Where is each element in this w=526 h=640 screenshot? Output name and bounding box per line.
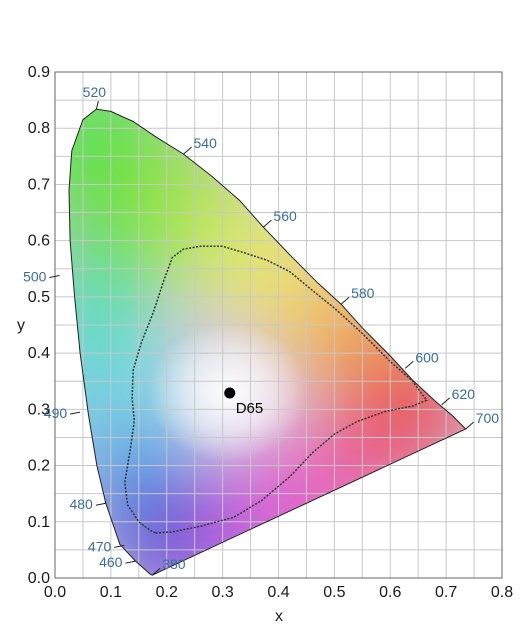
- wavelength-label: 470: [88, 538, 112, 554]
- wavelength-tick: [465, 421, 475, 430]
- y-tick-label: 0.3: [28, 401, 50, 418]
- x-tick-label: 0.7: [435, 584, 457, 601]
- x-tick-label: 0.6: [379, 584, 401, 601]
- white-point-label: D65: [236, 400, 264, 417]
- wavelength-label: 540: [194, 135, 218, 151]
- wavelength-label: 480: [69, 496, 93, 512]
- x-tick-label: 0.0: [44, 584, 66, 601]
- y-tick-label: 0.1: [28, 514, 50, 531]
- y-axis-label: y: [17, 317, 25, 334]
- wavelength-tick: [95, 502, 106, 506]
- y-tick-label: 0.8: [28, 120, 50, 137]
- wavelength-label: 490: [44, 405, 68, 421]
- gamut-boundary-line: [124, 245, 428, 534]
- x-tick-label: 0.1: [100, 584, 122, 601]
- x-tick-label: 0.8: [491, 584, 513, 601]
- y-tick-label: 0.6: [28, 233, 50, 250]
- y-tick-label: 0.7: [28, 176, 50, 193]
- wavelength-tick: [95, 100, 99, 110]
- y-tick-label: 0.9: [28, 64, 50, 81]
- x-tick-label: 0.3: [212, 584, 234, 601]
- wavelength-tick: [263, 219, 272, 228]
- x-tick-label: 0.4: [267, 584, 289, 601]
- wavelength-tick: [125, 560, 136, 564]
- y-tick-label: 0.5: [28, 289, 50, 306]
- y-tick-label: 0.2: [28, 458, 50, 475]
- x-tick-labels: 0.0 0.1 0.2 0.3 0.4 0.5 0.6 0.7 0.8: [44, 584, 513, 601]
- wavelength-tick: [405, 360, 414, 369]
- white-point-marker: [224, 387, 236, 399]
- spectral-locus-line: [68, 108, 467, 576]
- x-tick-label: 0.2: [156, 584, 178, 601]
- wavelength-tick: [114, 544, 125, 548]
- wavelength-label: 380: [162, 556, 186, 572]
- wavelength-label: 460: [99, 554, 123, 570]
- wavelength-tick: [340, 296, 350, 305]
- wavelength-label: 520: [83, 84, 107, 100]
- y-tick-label: 0.4: [28, 345, 50, 362]
- x-axis-label: x: [275, 608, 283, 625]
- wavelength-label: 560: [273, 208, 297, 224]
- y-tick-label: 0.0: [28, 570, 50, 587]
- wavelength-tick: [49, 275, 60, 279]
- y-tick-labels: 0.0 0.1 0.2 0.3 0.4 0.5 0.6 0.7 0.8 0.9: [28, 64, 50, 587]
- wavelength-tick: [183, 146, 192, 155]
- wavelength-tick: [70, 411, 81, 415]
- wavelength-tick: [441, 397, 450, 406]
- wavelength-label: 580: [351, 285, 375, 301]
- plot-frame: [54, 71, 503, 579]
- wavelength-label: 700: [476, 410, 500, 426]
- wavelength-label: 600: [415, 349, 439, 365]
- wavelength-tick: [151, 567, 161, 576]
- wavelength-label: 620: [452, 386, 476, 402]
- wavelength-label: 500: [23, 269, 47, 285]
- x-tick-label: 0.5: [323, 584, 345, 601]
